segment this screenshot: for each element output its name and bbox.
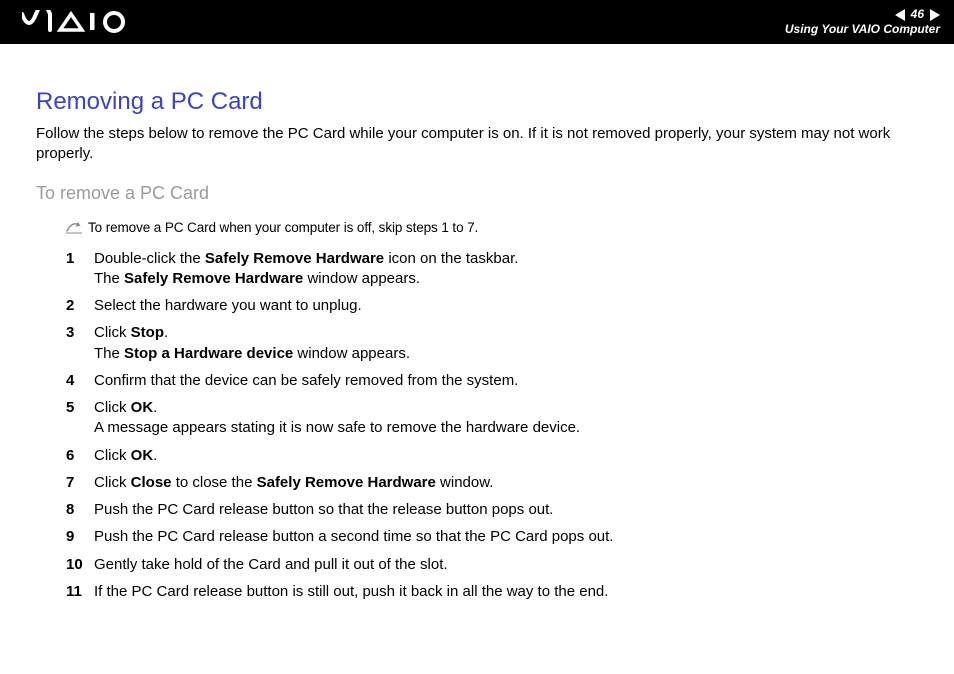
step-item: 2Select the hardware you want to unplug. [66,296,918,316]
note-block: To remove a PC Card when your computer i… [66,220,918,237]
step-text: Click OK. [94,446,157,466]
step-number: 8 [66,500,94,520]
next-page-icon[interactable] [930,9,940,21]
step-text: Gently take hold of the Card and pull it… [94,555,448,575]
note-text: To remove a PC Card when your computer i… [88,220,478,235]
page-nav: 46 [895,8,940,21]
page-title: Removing a PC Card [36,88,918,116]
step-item: 10Gently take hold of the Card and pull … [66,555,918,575]
step-number: 11 [66,582,94,602]
step-number: 9 [66,527,94,547]
section-label: Using Your VAIO Computer [785,23,940,36]
step-item: 4Confirm that the device can be safely r… [66,371,918,391]
steps-list: 1Double-click the Safely Remove Hardware… [66,249,918,603]
note-icon [66,220,88,237]
header-right: 46 Using Your VAIO Computer [785,8,940,35]
intro-paragraph: Follow the steps below to remove the PC … [36,124,918,165]
step-item: 11If the PC Card release button is still… [66,582,918,602]
step-text: Click OK.A message appears stating it is… [94,398,580,439]
header-bar: 46 Using Your VAIO Computer [0,0,954,44]
step-text: Select the hardware you want to unplug. [94,296,362,316]
step-number: 4 [66,371,94,391]
step-text: If the PC Card release button is still o… [94,582,608,602]
step-text: Push the PC Card release button so that … [94,500,553,520]
prev-page-icon[interactable] [895,9,905,21]
step-text: Double-click the Safely Remove Hardware … [94,249,518,290]
step-item: 5Click OK.A message appears stating it i… [66,398,918,439]
step-number: 5 [66,398,94,418]
step-item: 7Click Close to close the Safely Remove … [66,473,918,493]
step-item: 9Push the PC Card release button a secon… [66,527,918,547]
step-text: Confirm that the device can be safely re… [94,371,518,391]
step-item: 3Click Stop.The Stop a Hardware device w… [66,323,918,364]
vaio-logo [22,10,132,34]
step-number: 6 [66,446,94,466]
step-text: Click Stop.The Stop a Hardware device wi… [94,323,410,364]
subtitle: To remove a PC Card [36,183,918,204]
step-text: Push the PC Card release button a second… [94,527,613,547]
step-number: 7 [66,473,94,493]
page-content: Removing a PC Card Follow the steps belo… [0,44,954,602]
step-number: 3 [66,323,94,343]
step-item: 8Push the PC Card release button so that… [66,500,918,520]
page-number: 46 [911,8,924,21]
step-item: 1Double-click the Safely Remove Hardware… [66,249,918,290]
step-number: 10 [66,555,94,575]
step-number: 1 [66,249,94,269]
step-text: Click Close to close the Safely Remove H… [94,473,493,493]
step-item: 6Click OK. [66,446,918,466]
step-number: 2 [66,296,94,316]
